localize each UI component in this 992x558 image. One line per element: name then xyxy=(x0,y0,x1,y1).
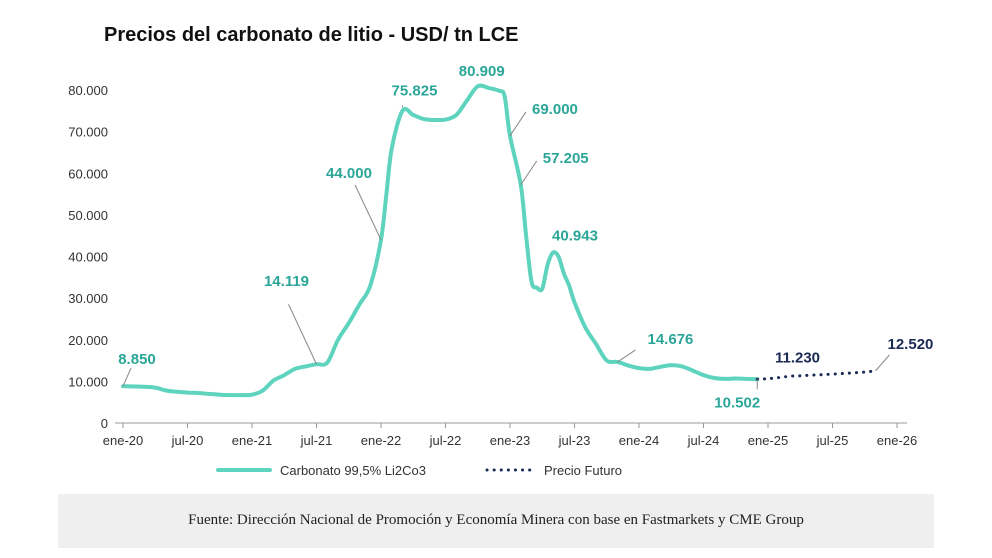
y-tick-label: 50.000 xyxy=(68,208,108,223)
axes: 0 10.000 20.000 30.000 40.000 50.000 60.000 70.… xyxy=(68,83,917,448)
data-label: 44.000 xyxy=(326,165,372,182)
annotation-leader xyxy=(288,304,317,365)
y-tick-label: 60.000 xyxy=(68,166,108,181)
y-tick-label: 10.000 xyxy=(68,374,108,389)
data-label: 40.943 xyxy=(552,228,598,245)
y-tick-label: 20.000 xyxy=(68,333,108,348)
data-label: 80.909 xyxy=(459,63,505,80)
source-box: Fuente: Dirección Nacional de Promoción … xyxy=(58,494,934,548)
x-tick-label: jul-23 xyxy=(558,433,591,448)
data-label: 69.000 xyxy=(532,101,578,118)
y-tick-label: 40.000 xyxy=(68,250,108,265)
legend-label-precio-futuro: Precio Futuro xyxy=(544,463,622,478)
x-tick-label: ene-25 xyxy=(748,433,788,448)
data-label: 57.205 xyxy=(543,150,589,167)
annotation-leader xyxy=(875,354,890,372)
chart-title: Precios del carbonato de litio - USD/ tn… xyxy=(104,24,519,46)
y-tick-label: 30.000 xyxy=(68,291,108,306)
annotation-leader xyxy=(354,184,382,241)
data-label: 75.825 xyxy=(392,82,438,99)
data-label: 14.119 xyxy=(264,273,309,290)
legend-label-carbonato: Carbonato 99,5% Li2Co3 xyxy=(280,463,426,478)
chart-panel xyxy=(58,8,934,548)
x-tick-label: ene-23 xyxy=(490,433,530,448)
x-tick-label: jul-21 xyxy=(300,433,333,448)
series-line-precio-futuro xyxy=(755,369,877,381)
y-tick-label: 0 xyxy=(101,416,108,431)
x-tick-label: jul-20 xyxy=(171,433,204,448)
x-tick-label: ene-24 xyxy=(619,433,659,448)
x-tick-label: jul-24 xyxy=(687,433,720,448)
annotation-leader xyxy=(122,367,132,387)
source-text: Fuente: Dirección Nacional de Promoción … xyxy=(188,512,804,528)
y-tick-label: 70.000 xyxy=(68,125,108,140)
data-label: 11.230 xyxy=(775,349,820,366)
series-line-carbonato xyxy=(121,83,760,398)
data-label: 10.502 xyxy=(714,394,760,411)
annotations-layer: 8.850 14.119 44.000 75.825 80.909 69.000 57.20… xyxy=(118,63,933,411)
series-layer xyxy=(121,83,877,398)
data-label: 14.676 xyxy=(648,331,694,348)
x-tick-label: ene-20 xyxy=(103,433,143,448)
y-tick-label: 80.000 xyxy=(68,83,108,98)
x-tick-label: ene-22 xyxy=(361,433,401,448)
data-label: 8.850 xyxy=(118,351,156,368)
data-label: 12.520 xyxy=(888,336,934,353)
annotation-leader xyxy=(520,160,538,186)
x-tick-label: ene-26 xyxy=(877,433,917,448)
x-tick-label: jul-25 xyxy=(816,433,849,448)
annotation-leader xyxy=(509,111,527,137)
x-tick-label: jul-22 xyxy=(429,433,462,448)
x-tick-label: ene-21 xyxy=(232,433,272,448)
legend: Carbonato 99,5% Li2Co3 Precio Futuro xyxy=(216,463,622,478)
annotation-leader xyxy=(617,349,636,363)
